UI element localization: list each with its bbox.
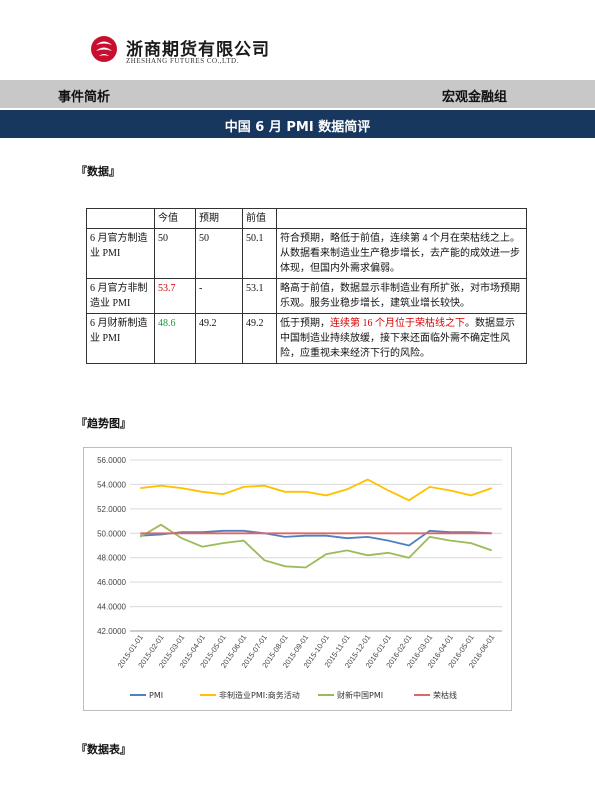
series-line-0 [140, 529, 492, 547]
data-table: 今值 预期 前值 6 月官方制造业 PMI 50 50 50.1 符合预期，略低… [86, 208, 527, 364]
comment-text: 略高于前值，数据显示非制造业有所扩张，对市场预期乐观。服务业稳步增长，建筑业增长… [280, 283, 520, 309]
comment-text: 低于预期， [280, 318, 330, 329]
comment-cell: 低于预期，连续第 16 个月位于荣枯线之下。数据显示中国制造业持续放缓，接下来还… [276, 313, 527, 364]
company-name-en: ZHESHANG FUTURES CO.,LTD. [126, 57, 239, 65]
y-tick-label: 52.0000 [97, 505, 126, 514]
comment-text-end: 。数据显示中国制造业持续放缓，接下来还面临外需不确定性风险，应重视未来经济下行的… [280, 318, 515, 359]
section-heading-table: 『数据表』 [76, 744, 131, 756]
table-row: 6 月官方制造业 PMI 50 50 50.1 符合预期，略低于前值，连续第 4… [86, 228, 527, 279]
table-header-row: 今值 预期 前值 [86, 208, 527, 229]
y-tick-label: 48.0000 [97, 554, 126, 563]
previous-value: 53.1 [242, 278, 277, 314]
indicator-name: 6 月财新制造业 PMI [86, 313, 155, 364]
trend-chart-svg: 42.0000 44.0000 46.0000 48.0000 50.0000 52.00… [97, 456, 502, 700]
series-line-1 [140, 478, 492, 502]
table-row: 6 月官方非制造业 PMI 53.7 - 53.1 略高于前值，数据显示非制造业… [86, 278, 527, 314]
comment-text: 符合预期，略低于前值，连续第 4 个月在荣枯线之上。从数据看来制造业生产稳步增长… [280, 233, 520, 274]
indicator-name: 6 月官方制造业 PMI [86, 228, 155, 279]
comment-cell: 符合预期，略低于前值，连续第 4 个月在荣枯线之上。从数据看来制造业生产稳步增长… [276, 228, 527, 279]
section-heading-trend: 『趋势图』 [76, 418, 131, 430]
y-tick-label: 54.0000 [97, 480, 126, 489]
legend-entry: PMI [149, 691, 163, 700]
previous-value: 49.2 [242, 313, 277, 364]
expected-value: - [195, 278, 243, 314]
table-header-cell: 今值 [154, 208, 196, 229]
table-header-cell: 前值 [242, 208, 277, 229]
section-right-label: 宏观金融组 [441, 90, 507, 105]
comment-cell: 略高于前值，数据显示非制造业有所扩张，对市场预期乐观。服务业稳步增长，建筑业增长… [276, 278, 527, 314]
current-value: 53.7 [154, 278, 196, 314]
expected-value: 50 [195, 228, 243, 279]
current-value: 50 [154, 228, 196, 279]
legend-entry: 非制造业PMI:商务活动 [219, 690, 300, 700]
y-tick-label: 42.0000 [97, 627, 126, 636]
y-tick-label: 56.0000 [97, 456, 126, 465]
company-logo: 浙商期货有限公司 ZHESHANG FUTURES CO.,LTD. [90, 33, 269, 73]
title-bar: 中国 6 月 PMI 数据简评 [0, 110, 595, 138]
current-value: 48.6 [154, 313, 196, 364]
trend-chart: 42.0000 44.0000 46.0000 48.0000 50.0000 52.00… [83, 447, 512, 711]
company-logo-icon [91, 36, 117, 62]
company-name-cn: 浙商期货有限公司 [126, 40, 270, 60]
legend-entry: 荣枯线 [433, 690, 457, 700]
section-bar: 事件简析 宏观金融组 [0, 80, 595, 108]
table-header-cell: 预期 [195, 208, 243, 229]
expected-value: 49.2 [195, 313, 243, 364]
section-heading-data: 『数据』 [76, 166, 120, 178]
indicator-name: 6 月官方非制造业 PMI [86, 278, 155, 314]
y-tick-label: 46.0000 [97, 578, 126, 587]
section-left-label: 事件简析 [58, 90, 111, 105]
table-header-cell [276, 208, 527, 229]
table-row: 6 月财新制造业 PMI 48.6 49.2 49.2 低于预期，连续第 16 … [86, 313, 527, 364]
table-header-cell [86, 208, 155, 229]
report-title: 中国 6 月 PMI 数据简评 [224, 120, 371, 135]
previous-value: 50.1 [242, 228, 277, 279]
y-tick-label: 44.0000 [97, 603, 126, 612]
y-tick-label: 50.0000 [97, 529, 126, 538]
legend-entry: 财新中国PMI [337, 690, 383, 700]
comment-highlight: 连续第 16 个月位于荣枯线之下 [330, 318, 465, 329]
series-line-2 [139, 523, 492, 569]
